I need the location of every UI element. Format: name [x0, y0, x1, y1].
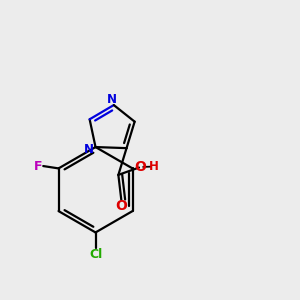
Text: O: O: [134, 160, 146, 174]
Text: N: N: [83, 143, 94, 156]
Text: Cl: Cl: [89, 248, 102, 261]
Text: F: F: [34, 160, 42, 172]
Text: H: H: [149, 160, 159, 173]
Text: N: N: [107, 93, 117, 106]
Text: O: O: [116, 200, 127, 213]
